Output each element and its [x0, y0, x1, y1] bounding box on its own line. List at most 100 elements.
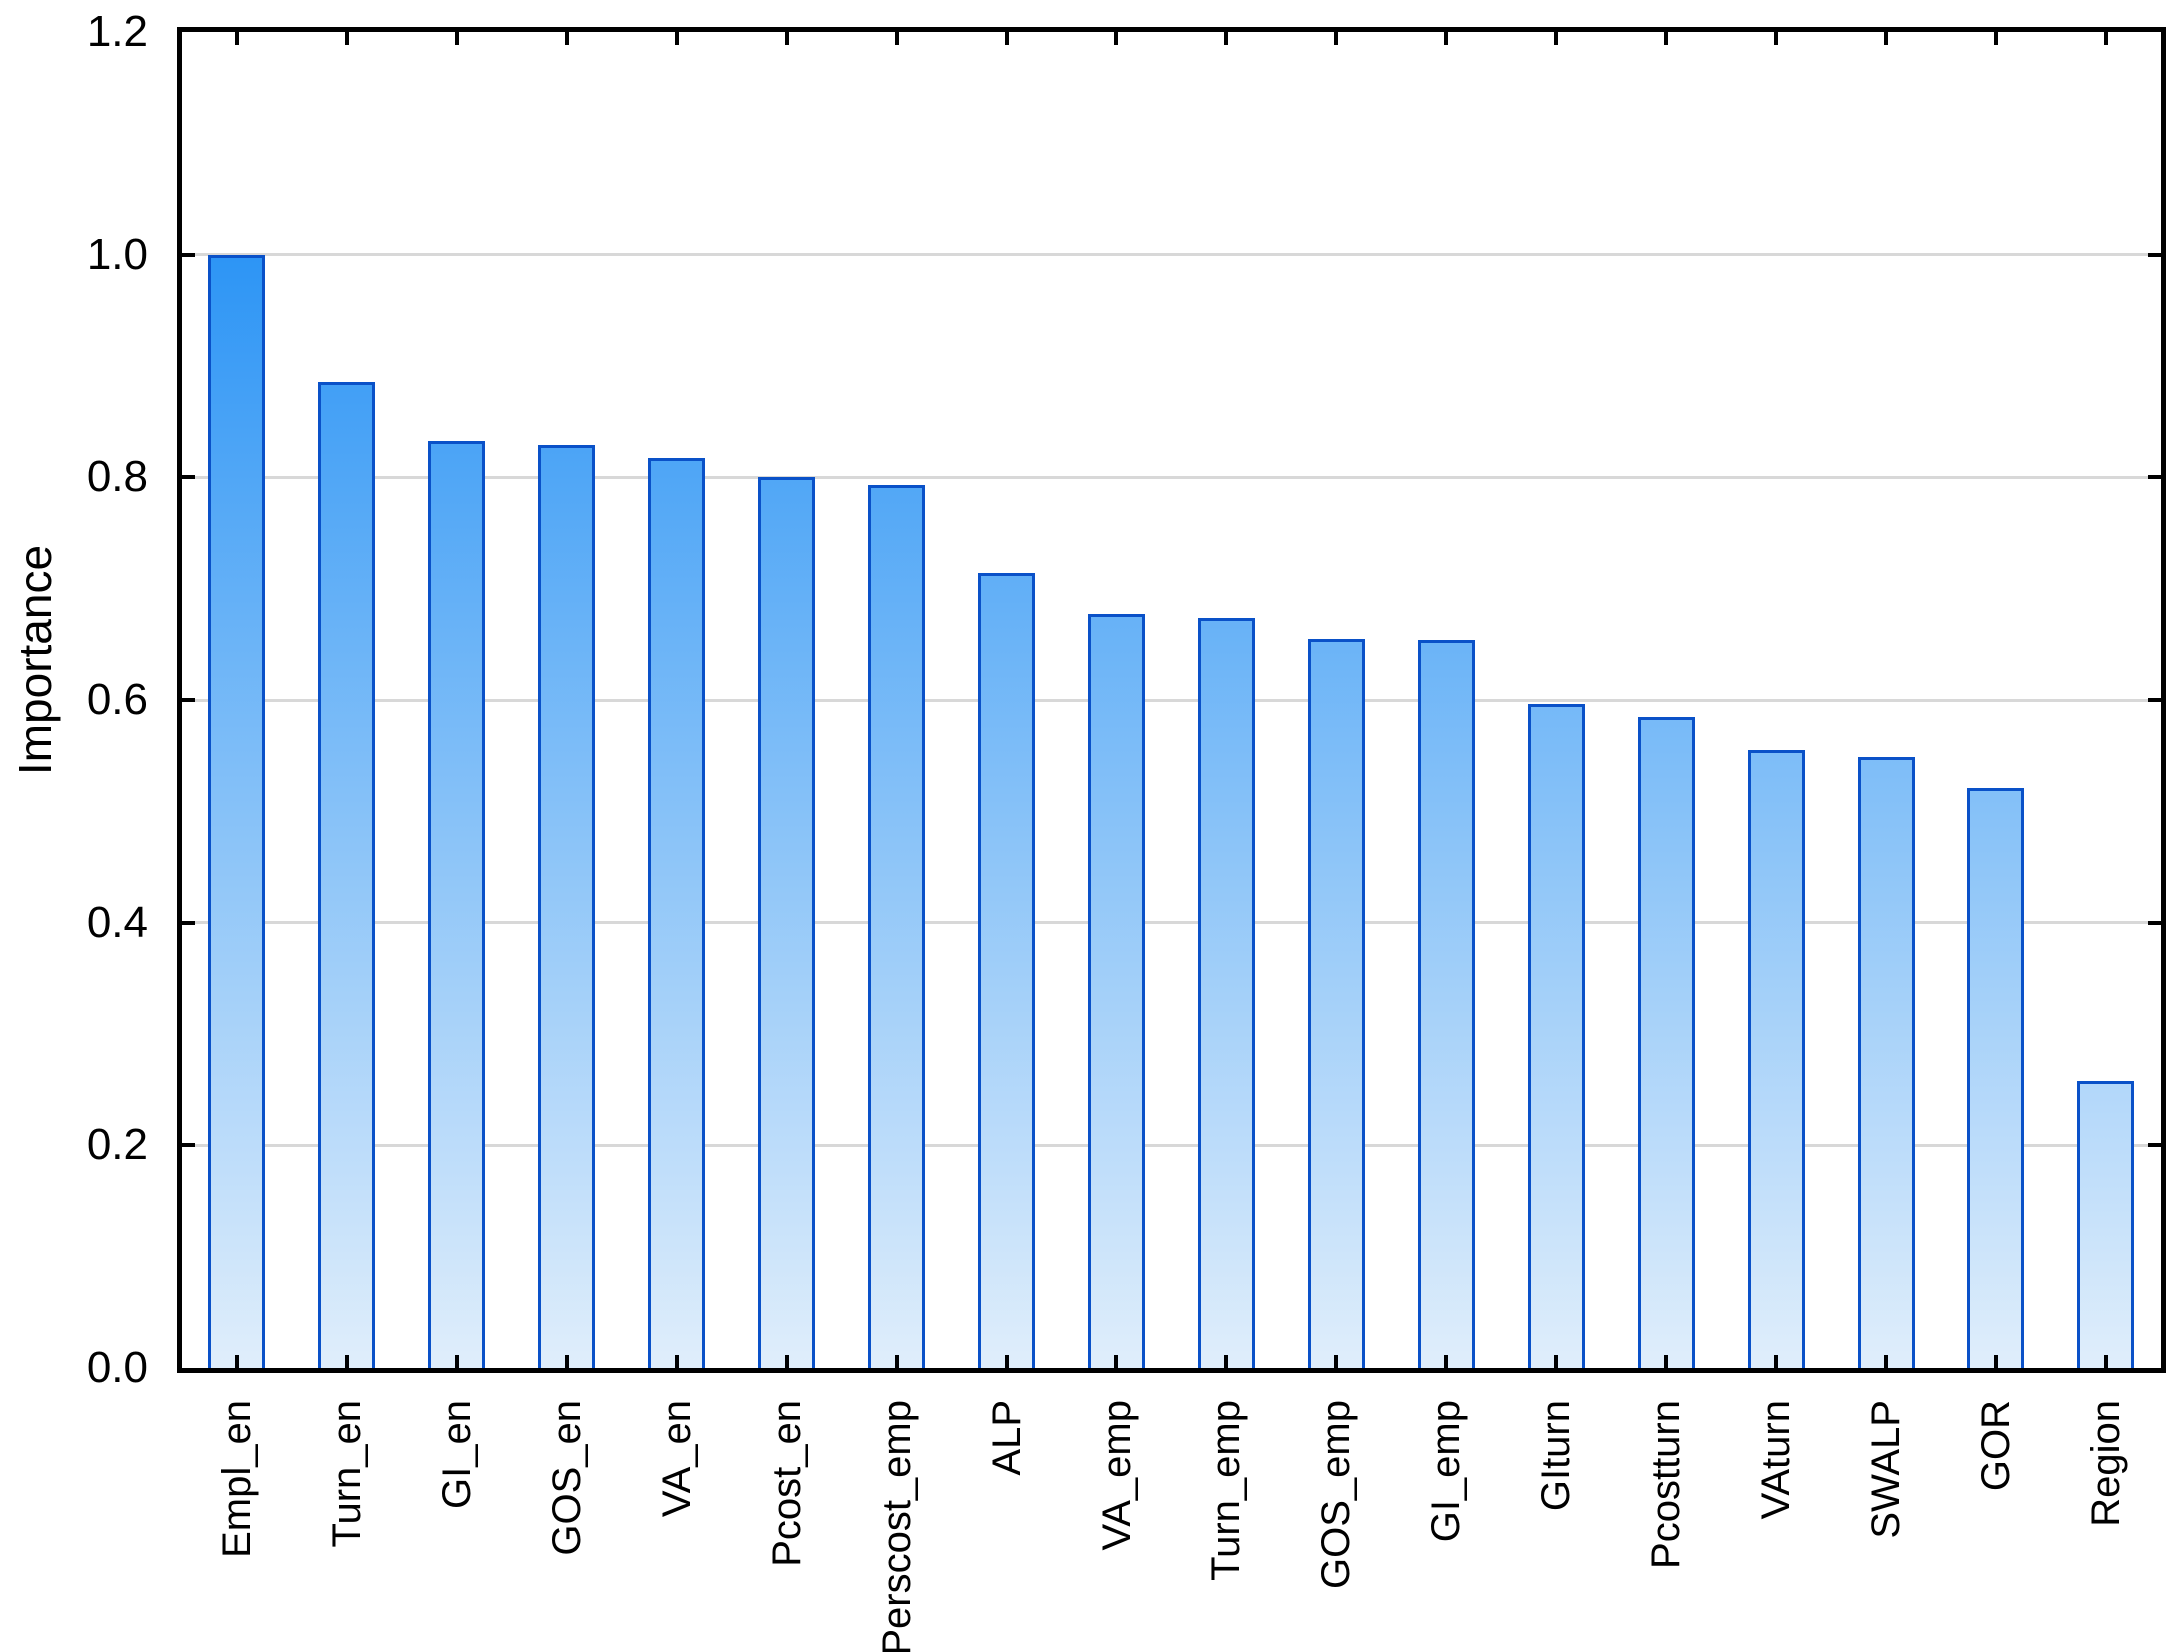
x-axis-tick — [1993, 1355, 1998, 1368]
x-axis-tick — [564, 32, 569, 45]
x-axis-tick — [2103, 1355, 2108, 1368]
bar-Turn_emp — [1197, 617, 1255, 1368]
y-tick-label: 0.6 — [86, 675, 148, 724]
x-axis-tick — [894, 32, 899, 45]
y-tick-labels: 0.0 0.2 0.4 0.6 0.8 1.0 1.2 — [0, 10, 148, 1390]
bar-ALP — [978, 573, 1036, 1368]
y-axis-tick — [2148, 475, 2161, 480]
y-tick-label: 1.0 — [86, 229, 148, 279]
bar-VA_en — [648, 458, 706, 1368]
x-axis-tick — [784, 32, 789, 45]
x-tick-label: GIturn — [1534, 1400, 1579, 1512]
bar-slot — [842, 32, 952, 1368]
y-axis-tick — [2148, 1143, 2161, 1148]
bar-VA_emp — [1087, 614, 1145, 1368]
x-axis-tick — [894, 1355, 899, 1368]
y-axis-tick — [182, 475, 195, 480]
x-axis-tick — [1664, 1355, 1669, 1368]
bar-slots — [182, 32, 2161, 1368]
bar-slot — [622, 32, 732, 1368]
bar-slot — [1501, 32, 1611, 1368]
y-axis-tick — [182, 1143, 195, 1148]
x-axis-tick — [344, 32, 349, 45]
y-axis-tick — [182, 920, 195, 925]
x-axis-tick — [564, 1355, 569, 1368]
bar-Pcostturn — [1637, 716, 1695, 1368]
bar-Turn_en — [318, 381, 376, 1368]
bar-slot — [182, 32, 292, 1368]
x-axis-tick — [1664, 32, 1669, 45]
x-tick-label: Empl_en — [214, 1400, 259, 1558]
x-tick-label: Perscost_emp — [874, 1400, 919, 1652]
x-tick-label: ALP — [984, 1400, 1029, 1476]
bar-slot — [1831, 32, 1941, 1368]
x-tick-label: SWALP — [1864, 1400, 1909, 1539]
x-axis-tick — [454, 32, 459, 45]
y-tick-label: 0.2 — [86, 1120, 148, 1170]
x-tick-label: VA_en — [654, 1400, 699, 1518]
x-axis-tick — [1884, 1355, 1889, 1368]
x-axis-tick — [784, 1355, 789, 1368]
x-axis-tick — [1334, 1355, 1339, 1368]
x-axis-tick — [1444, 1355, 1449, 1368]
y-tick-label: 0.8 — [86, 452, 148, 502]
y-axis-tick — [2148, 252, 2161, 257]
bar-GOR — [1967, 787, 2025, 1368]
bar-Region — [2077, 1080, 2135, 1368]
x-axis-tick — [454, 1355, 459, 1368]
y-tick-label: 0.4 — [86, 897, 148, 947]
x-axis-tick — [234, 32, 239, 45]
x-tick-label: GOS_en — [544, 1400, 589, 1556]
y-axis-tick — [2148, 920, 2161, 925]
y-axis-tick — [182, 252, 195, 257]
bar-slot — [1171, 32, 1281, 1368]
bar-slot — [1611, 32, 1721, 1368]
x-tick-label: GI_emp — [1424, 1400, 1469, 1543]
x-axis-tick — [1444, 32, 1449, 45]
x-tick-label: GOR — [1974, 1400, 2019, 1492]
x-axis-tick — [1224, 1355, 1229, 1368]
bar-GOS_emp — [1307, 638, 1365, 1368]
x-tick-label: Region — [2084, 1400, 2129, 1527]
x-axis-tick — [1774, 1355, 1779, 1368]
bar-slot — [292, 32, 402, 1368]
bar-slot — [402, 32, 512, 1368]
x-axis-tick — [1993, 32, 1998, 45]
y-tick-label: 0.0 — [86, 1343, 148, 1392]
bar-Empl_en — [208, 254, 266, 1368]
bar-GOS_en — [538, 445, 596, 1368]
x-tick-label: VA_emp — [1094, 1400, 1139, 1551]
x-axis-tick — [1334, 32, 1339, 45]
x-axis-tick — [344, 1355, 349, 1368]
bar-GIturn — [1527, 704, 1585, 1368]
x-axis-tick — [1224, 32, 1229, 45]
x-tick-label: GOS_emp — [1314, 1400, 1359, 1589]
x-axis-tick — [1114, 1355, 1119, 1368]
x-tick-label: Pcostturn — [1644, 1400, 1689, 1569]
bar-GI_en — [428, 440, 486, 1368]
y-tick-label: 1.2 — [86, 7, 148, 56]
x-tick-label: GI_en — [434, 1400, 479, 1509]
x-axis-tick — [2103, 32, 2108, 45]
x-tick-label: VAturn — [1754, 1400, 1799, 1520]
bar-slot — [512, 32, 622, 1368]
x-axis-tick — [1114, 32, 1119, 45]
x-axis-tick — [1004, 32, 1009, 45]
plot-area — [177, 27, 2166, 1373]
x-axis-tick — [1554, 32, 1559, 45]
bar-slot — [2051, 32, 2161, 1368]
bar-slot — [1941, 32, 2051, 1368]
bar-slot — [1721, 32, 1831, 1368]
bar-slot — [952, 32, 1062, 1368]
x-axis-tick — [234, 1355, 239, 1368]
gridline — [182, 698, 2161, 702]
x-tick-label: Pcost_en — [764, 1400, 809, 1567]
x-axis-tick — [1774, 32, 1779, 45]
gridline — [182, 1143, 2161, 1147]
bar-Perscost_emp — [868, 485, 926, 1368]
x-axis-tick — [674, 32, 679, 45]
y-axis-tick — [182, 698, 195, 702]
bar-slot — [1062, 32, 1172, 1368]
bar-slot — [1281, 32, 1391, 1368]
